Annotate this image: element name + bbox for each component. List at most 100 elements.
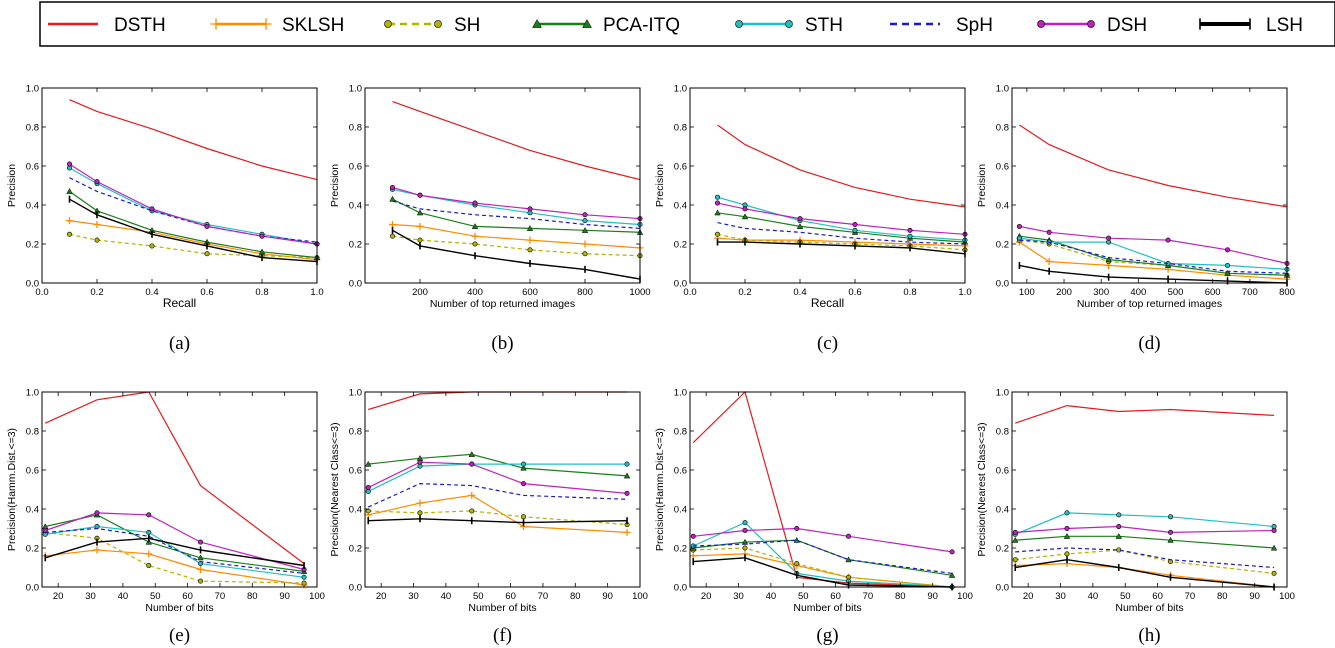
series-line (717, 222, 966, 245)
data-point (1225, 247, 1231, 253)
data-point (416, 499, 424, 507)
chart-panel-h: 20 30 40 50 60 70 80 90 100 0.0 0.2 0.4 0.6 0.8 1.0 Num… (976, 388, 1295, 647)
data-point (417, 510, 423, 516)
legend-marker (582, 19, 592, 28)
data-point (472, 200, 478, 206)
data-point (1106, 235, 1112, 241)
data-point (365, 485, 371, 491)
data-point (794, 525, 800, 531)
chart-panel-d: 100 200 300 400 500 600 700 800 0.0 0.2 0.4 0.6 0.8 1… (976, 84, 1295, 355)
series-dsth (1019, 124, 1288, 208)
legend-marker (532, 19, 542, 28)
x-tick-label: 90 (279, 591, 290, 602)
plot-area (41, 87, 318, 284)
series-sh (389, 233, 643, 259)
panel-caption: (a) (169, 333, 190, 354)
x-tick-label: 80 (570, 591, 581, 602)
data-point (521, 461, 527, 467)
series-line (368, 518, 628, 524)
data-point (468, 491, 476, 499)
y-axis-label: Precision (654, 164, 666, 207)
data-point (846, 533, 852, 539)
x-axis-label: Recall (163, 296, 196, 310)
data-point (471, 232, 479, 240)
data-point (948, 571, 956, 578)
data-point (146, 529, 152, 535)
x-tick-label: 300 (1093, 287, 1109, 298)
x-tick-label: 500 (1168, 287, 1184, 298)
series-sh (714, 231, 968, 253)
x-tick-label: 0.2 (738, 287, 751, 298)
data-point (1225, 262, 1231, 268)
x-tick-label: 200 (412, 287, 428, 298)
panel-caption: (f) (493, 625, 512, 646)
data-point (365, 508, 371, 514)
y-tick-label: 0.4 (26, 505, 39, 516)
data-point (1116, 524, 1122, 530)
legend-marker (260, 18, 272, 30)
data-point (623, 528, 631, 536)
y-tick-label: 0.0 (674, 279, 687, 290)
plot-area (689, 391, 966, 588)
x-tick-label: 0.4 (145, 287, 158, 298)
data-point (1271, 527, 1277, 533)
series-line (45, 514, 305, 572)
y-tick-label: 0.6 (996, 162, 1009, 173)
series-sph (693, 539, 953, 574)
data-point (521, 514, 527, 520)
series-lsh (44, 534, 305, 570)
legend-entry-lsh: LSH (1199, 15, 1303, 36)
data-point (797, 216, 803, 222)
data-point (1116, 512, 1122, 518)
x-tick-label: 90 (927, 591, 938, 602)
series-line (69, 163, 318, 245)
x-tick-label: 1.0 (958, 287, 971, 298)
y-tick-label: 1.0 (996, 388, 1009, 399)
data-point (469, 461, 475, 467)
series-sph (392, 200, 641, 229)
series-dsh (690, 525, 955, 555)
series-line (1015, 404, 1275, 424)
y-tick-label: 0.4 (674, 505, 687, 516)
chart-panel-f: 20 30 40 50 60 70 80 90 100 0.0 0.2 0.4 0.6 0.8 1.0 Num… (329, 388, 648, 647)
legend-marker (735, 20, 743, 28)
legend-entry-pca-itq: PCA-ITQ (532, 15, 680, 36)
y-tick-label: 0.0 (26, 279, 39, 290)
legend-entry-sph: SpH (890, 15, 993, 36)
series-line (45, 527, 305, 574)
series-line (367, 482, 628, 508)
legend-label: SKLSH (282, 15, 344, 36)
data-point (146, 563, 152, 569)
data-point (1064, 551, 1070, 557)
data-point (949, 549, 955, 555)
x-tick-label: 100 (1279, 591, 1295, 602)
x-tick-label: 60 (505, 591, 516, 602)
data-point (1165, 237, 1171, 243)
x-tick-label: 40 (1088, 591, 1099, 602)
y-axis-label: Precision (329, 164, 341, 207)
series-dsh (365, 459, 630, 496)
y-tick-label: 0.8 (674, 123, 687, 134)
x-tick-label: 70 (863, 591, 874, 602)
x-tick-label: 30 (733, 591, 744, 602)
data-point (472, 241, 478, 247)
legend-marker (384, 20, 392, 28)
y-tick-label: 0.2 (674, 240, 687, 251)
series-dsth (717, 124, 966, 208)
series-line (1019, 225, 1288, 265)
y-tick-label: 0.2 (996, 240, 1009, 251)
y-axis-label: Precision(Nearest Class<=3) (976, 422, 988, 556)
y-tick-label: 0.2 (26, 544, 39, 555)
data-point (794, 561, 800, 567)
data-point (66, 217, 73, 225)
x-tick-label: 100 (309, 591, 325, 602)
data-point (1016, 223, 1022, 229)
x-tick-label: 100 (1019, 287, 1035, 298)
y-tick-label: 0.4 (26, 201, 39, 212)
data-point (301, 574, 307, 580)
data-point (527, 206, 533, 212)
data-point (198, 539, 204, 545)
x-axis-label: Number of bits (145, 602, 213, 614)
series-line (368, 391, 628, 411)
panel-caption: (h) (1138, 625, 1160, 646)
